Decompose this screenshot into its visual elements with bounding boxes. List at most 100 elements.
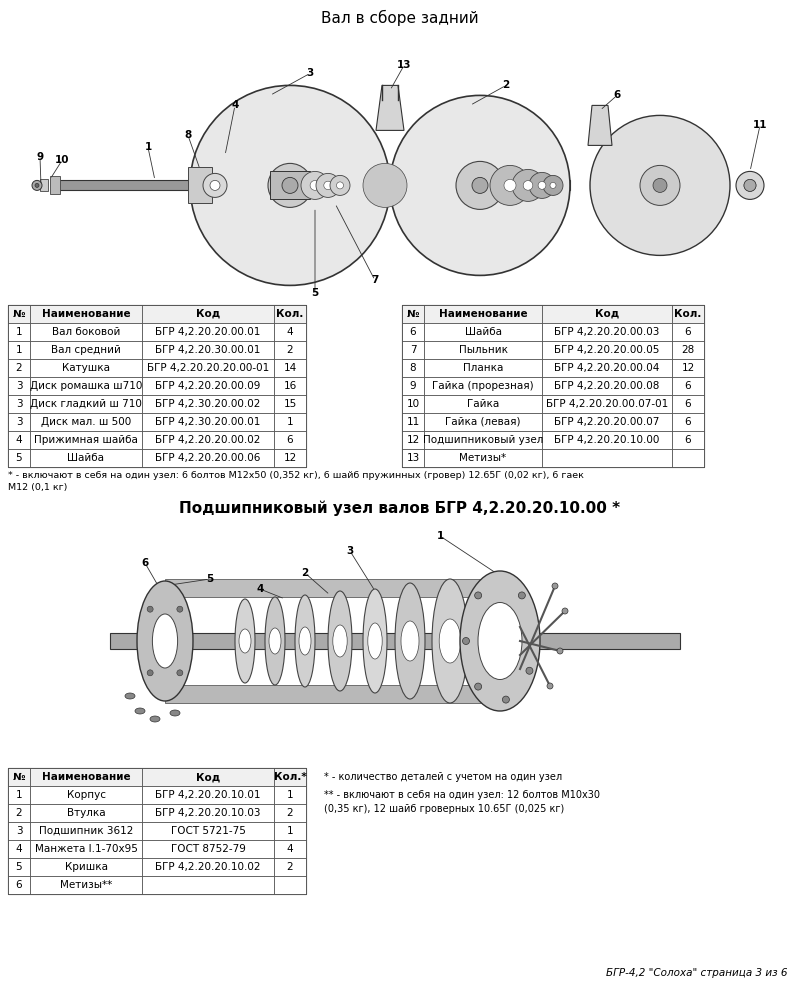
Text: * - включают в себя на один узел: 6 болтов M12x50 (0,352 кг), 6 шайб пружинных (: * - включают в себя на один узел: 6 болт…	[8, 471, 584, 480]
Ellipse shape	[368, 623, 382, 659]
Bar	[30, 359, 142, 377]
Text: 13: 13	[406, 453, 420, 463]
Bar	[274, 431, 306, 449]
Bar	[142, 395, 274, 413]
Bar	[424, 377, 542, 395]
Text: Шайба: Шайба	[67, 453, 105, 463]
Text: БГР 4,2.20.20.00.04: БГР 4,2.20.20.00.04	[554, 363, 660, 373]
Ellipse shape	[135, 708, 145, 714]
Text: 6: 6	[685, 327, 691, 337]
Bar	[142, 786, 274, 804]
Text: 7: 7	[410, 345, 416, 355]
Bar	[274, 449, 306, 467]
Circle shape	[203, 174, 227, 198]
Circle shape	[371, 172, 399, 200]
Text: 11: 11	[753, 120, 767, 130]
Text: 1: 1	[286, 417, 294, 427]
Text: Кол.: Кол.	[674, 309, 702, 319]
Text: 8: 8	[184, 130, 192, 140]
Text: Код: Код	[196, 309, 220, 319]
Bar	[110, 633, 680, 649]
Bar	[542, 341, 672, 359]
Text: 2: 2	[286, 345, 294, 355]
Bar	[274, 323, 306, 341]
Ellipse shape	[478, 603, 522, 679]
Bar	[542, 377, 672, 395]
Bar	[402, 413, 424, 431]
Text: 6: 6	[286, 435, 294, 445]
Text: 5: 5	[16, 862, 22, 872]
Text: Вал средний: Вал средний	[51, 345, 121, 355]
Text: 2: 2	[16, 808, 22, 818]
Text: Подшипниковый узел: Подшипниковый узел	[423, 435, 543, 445]
Bar	[8, 341, 30, 359]
Bar	[30, 786, 142, 804]
Circle shape	[529, 173, 555, 199]
Bar	[8, 431, 30, 449]
Circle shape	[375, 176, 395, 196]
Polygon shape	[588, 105, 612, 145]
Circle shape	[147, 670, 153, 676]
Ellipse shape	[235, 599, 255, 683]
Bar	[142, 359, 274, 377]
Bar	[424, 431, 542, 449]
Text: Подшипниковый узел валов БГР 4,2.20.20.10.00 *: Подшипниковый узел валов БГР 4,2.20.20.1…	[179, 501, 621, 516]
Text: БГР 4,2.20.20.10.03: БГР 4,2.20.20.10.03	[155, 808, 261, 818]
Bar	[8, 768, 306, 894]
Bar	[274, 413, 306, 431]
Bar	[274, 804, 306, 822]
Text: БГР 4,2.20.20.10.02: БГР 4,2.20.20.10.02	[155, 862, 261, 872]
Text: 1: 1	[144, 142, 152, 152]
Text: ** - включают в себя на один узел: 12 болтов M10x30: ** - включают в себя на один узел: 12 бо…	[324, 790, 600, 800]
Bar	[30, 395, 142, 413]
Bar	[542, 395, 672, 413]
Circle shape	[557, 648, 563, 654]
Text: Корпус: Корпус	[66, 790, 106, 800]
Text: №: №	[406, 309, 419, 319]
Text: Метизы*: Метизы*	[459, 453, 506, 463]
Circle shape	[526, 667, 533, 674]
Text: Наименование: Наименование	[42, 309, 130, 319]
Bar	[542, 323, 672, 341]
Text: 12: 12	[682, 363, 694, 373]
Bar	[424, 323, 542, 341]
Text: Код: Код	[595, 309, 619, 319]
Bar	[424, 413, 542, 431]
Ellipse shape	[432, 579, 468, 703]
Bar	[30, 768, 142, 786]
Text: 2: 2	[286, 862, 294, 872]
Text: 7: 7	[371, 275, 378, 285]
Bar	[274, 858, 306, 876]
Bar	[8, 822, 30, 840]
Text: ГОСТ 5721-75: ГОСТ 5721-75	[170, 826, 246, 836]
Text: 6: 6	[685, 399, 691, 409]
Ellipse shape	[125, 693, 135, 699]
Bar	[40, 180, 48, 192]
Bar	[402, 305, 704, 467]
Bar	[142, 840, 274, 858]
Text: Диск ромашка ш710: Диск ромашка ш710	[30, 381, 142, 391]
Bar	[30, 341, 142, 359]
Ellipse shape	[239, 629, 251, 653]
Ellipse shape	[170, 710, 180, 716]
Bar	[8, 858, 30, 876]
Text: №: №	[13, 309, 26, 319]
Text: Код: Код	[196, 772, 220, 782]
Bar	[8, 840, 30, 858]
Circle shape	[518, 592, 526, 599]
Text: 5: 5	[206, 574, 214, 584]
Ellipse shape	[265, 597, 285, 685]
Bar	[142, 413, 274, 431]
Bar	[672, 449, 704, 467]
Bar	[142, 768, 274, 786]
Bar	[672, 413, 704, 431]
Circle shape	[653, 179, 667, 193]
Ellipse shape	[395, 583, 425, 699]
Bar	[8, 449, 30, 467]
Text: M12 (0,1 кг): M12 (0,1 кг)	[8, 483, 67, 492]
Bar	[274, 377, 306, 395]
Circle shape	[462, 638, 470, 644]
Bar	[30, 876, 142, 894]
Text: Шайба: Шайба	[465, 327, 502, 337]
Text: 15: 15	[283, 399, 297, 409]
